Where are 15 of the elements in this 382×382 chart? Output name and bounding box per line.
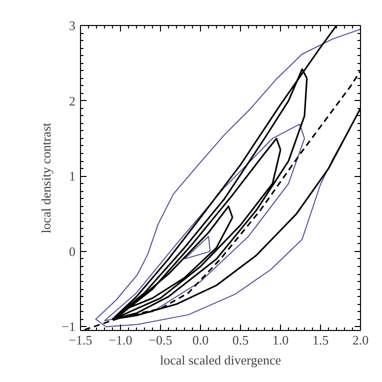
y-tick-label: 2	[69, 93, 76, 108]
x-tick-label: −1.0	[108, 332, 132, 348]
x-tick-label: 0.5	[232, 332, 249, 348]
x-tick-label: 2.0	[352, 332, 369, 348]
y-tick-label: 3	[69, 18, 76, 33]
y-tick-label: −1	[62, 319, 76, 334]
x-tick-label: 0.0	[192, 332, 209, 348]
x-tick-label: 1.5	[312, 332, 329, 348]
x-tick-label: −0.5	[148, 332, 172, 348]
y-tick-label: 0	[69, 244, 76, 259]
y-tick-label: 1	[69, 168, 76, 184]
x-tick-label: −1.5	[68, 332, 92, 348]
x-tick-label: 1.0	[272, 332, 289, 348]
y-axis-title: local density contrast	[38, 122, 54, 234]
x-axis-title: local scaled divergence	[160, 352, 282, 368]
